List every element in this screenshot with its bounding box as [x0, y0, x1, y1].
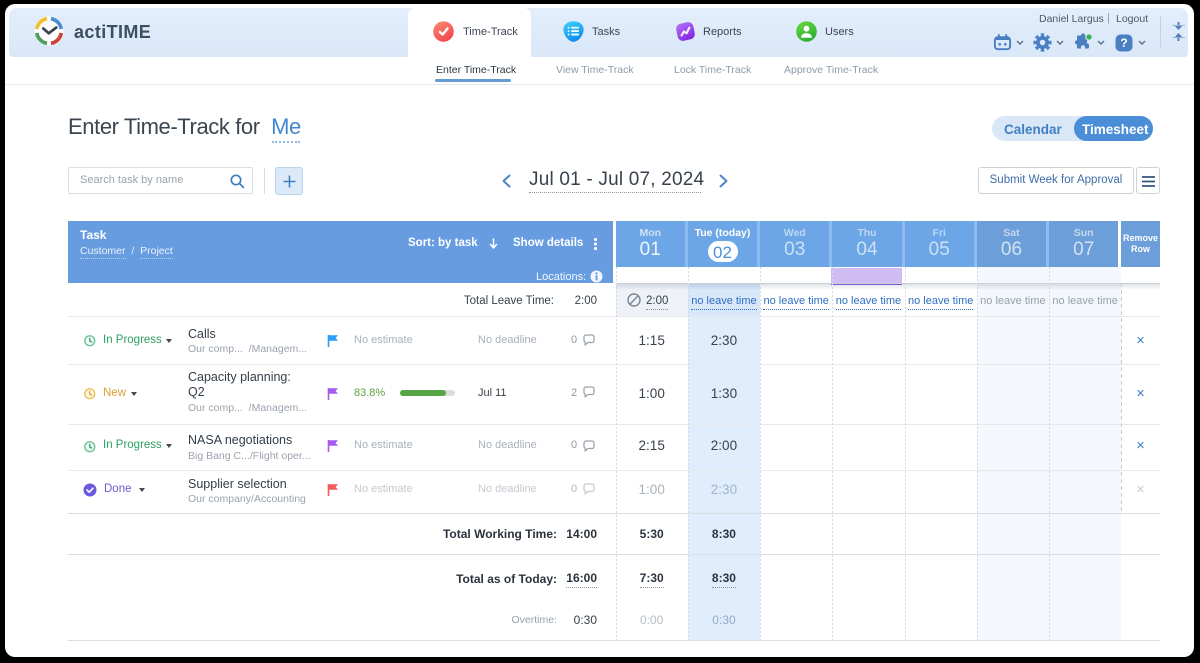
- svg-text:?: ?: [1120, 36, 1127, 50]
